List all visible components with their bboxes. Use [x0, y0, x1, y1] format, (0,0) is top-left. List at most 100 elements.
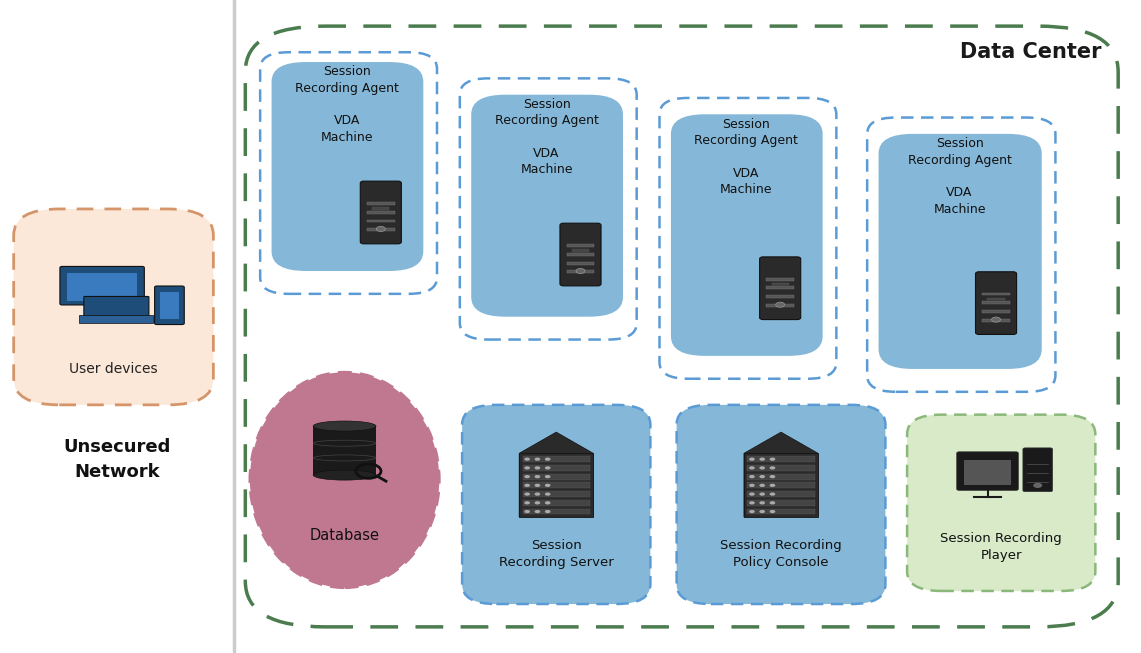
- Circle shape: [748, 466, 754, 470]
- Circle shape: [544, 492, 550, 496]
- Circle shape: [524, 510, 529, 513]
- Circle shape: [748, 492, 754, 496]
- Circle shape: [534, 502, 540, 505]
- Text: VDA
Machine: VDA Machine: [520, 147, 573, 176]
- Bar: [747, 473, 815, 479]
- FancyBboxPatch shape: [976, 272, 1017, 334]
- Circle shape: [534, 475, 540, 478]
- Circle shape: [760, 466, 764, 470]
- FancyBboxPatch shape: [272, 62, 423, 271]
- Text: Session Recording
Player: Session Recording Player: [940, 532, 1062, 562]
- Circle shape: [992, 317, 1001, 322]
- Circle shape: [534, 510, 540, 513]
- Circle shape: [544, 475, 550, 478]
- Circle shape: [544, 502, 550, 505]
- Circle shape: [769, 484, 775, 487]
- FancyBboxPatch shape: [83, 296, 148, 316]
- Circle shape: [769, 458, 775, 461]
- FancyBboxPatch shape: [956, 452, 1018, 490]
- FancyBboxPatch shape: [462, 405, 650, 604]
- Circle shape: [760, 510, 764, 513]
- Circle shape: [524, 502, 529, 505]
- Text: VDA
Machine: VDA Machine: [720, 167, 772, 196]
- Text: Unsecured
Network: Unsecured Network: [64, 438, 171, 481]
- Bar: [747, 509, 815, 515]
- Text: Session
Recording Agent: Session Recording Agent: [294, 65, 399, 95]
- Bar: [963, 460, 1011, 485]
- Circle shape: [769, 510, 775, 513]
- Circle shape: [524, 492, 529, 496]
- Ellipse shape: [313, 470, 375, 480]
- Bar: [367, 211, 395, 214]
- Circle shape: [760, 484, 764, 487]
- Circle shape: [760, 458, 764, 461]
- Bar: [767, 295, 794, 298]
- Bar: [767, 304, 794, 307]
- Bar: [372, 207, 389, 210]
- Text: User devices: User devices: [70, 362, 157, 376]
- FancyBboxPatch shape: [760, 257, 801, 319]
- FancyBboxPatch shape: [245, 26, 1118, 627]
- FancyBboxPatch shape: [879, 134, 1042, 369]
- Bar: [523, 509, 590, 515]
- Text: Session
Recording Agent: Session Recording Agent: [907, 137, 1012, 167]
- Bar: [567, 253, 594, 256]
- Polygon shape: [744, 432, 818, 517]
- Ellipse shape: [313, 421, 375, 431]
- Bar: [747, 465, 815, 471]
- Bar: [982, 293, 1010, 295]
- Bar: [519, 453, 593, 517]
- Bar: [982, 310, 1010, 313]
- Bar: [66, 273, 137, 301]
- Circle shape: [524, 458, 529, 461]
- FancyBboxPatch shape: [154, 286, 184, 325]
- FancyBboxPatch shape: [671, 114, 823, 356]
- FancyBboxPatch shape: [14, 209, 213, 405]
- FancyBboxPatch shape: [560, 223, 601, 286]
- Text: Session
Recording Server: Session Recording Server: [499, 539, 614, 569]
- FancyBboxPatch shape: [677, 405, 885, 604]
- Circle shape: [776, 302, 785, 307]
- Text: Session Recording
Policy Console: Session Recording Policy Console: [720, 539, 842, 569]
- Polygon shape: [519, 432, 593, 517]
- Circle shape: [534, 466, 540, 470]
- Bar: [747, 483, 815, 488]
- Circle shape: [760, 475, 764, 478]
- Bar: [987, 298, 1004, 300]
- Bar: [523, 491, 590, 497]
- Circle shape: [769, 466, 775, 470]
- Text: Database: Database: [309, 528, 380, 543]
- Circle shape: [1034, 483, 1042, 488]
- Circle shape: [769, 502, 775, 505]
- Bar: [767, 278, 794, 281]
- Circle shape: [760, 492, 764, 496]
- Circle shape: [544, 510, 550, 513]
- Bar: [982, 301, 1010, 304]
- Bar: [767, 287, 794, 289]
- Bar: [744, 453, 818, 517]
- Bar: [982, 319, 1010, 322]
- Circle shape: [544, 466, 550, 470]
- Bar: [523, 465, 590, 471]
- Text: Session
Recording Agent: Session Recording Agent: [694, 118, 799, 147]
- Bar: [313, 426, 375, 475]
- Bar: [367, 229, 395, 231]
- Bar: [572, 249, 589, 251]
- FancyBboxPatch shape: [361, 181, 402, 244]
- Circle shape: [748, 502, 754, 505]
- Bar: [523, 473, 590, 479]
- Circle shape: [534, 458, 540, 461]
- FancyBboxPatch shape: [1022, 448, 1052, 492]
- Text: Session
Recording Agent: Session Recording Agent: [494, 98, 599, 127]
- FancyBboxPatch shape: [907, 415, 1095, 591]
- Bar: [747, 456, 815, 462]
- Circle shape: [576, 268, 585, 274]
- FancyBboxPatch shape: [59, 266, 144, 305]
- Bar: [367, 219, 395, 223]
- Bar: [523, 456, 590, 462]
- Bar: [523, 483, 590, 488]
- Bar: [160, 292, 178, 319]
- Bar: [367, 202, 395, 205]
- Text: VDA
Machine: VDA Machine: [321, 114, 373, 144]
- Circle shape: [534, 484, 540, 487]
